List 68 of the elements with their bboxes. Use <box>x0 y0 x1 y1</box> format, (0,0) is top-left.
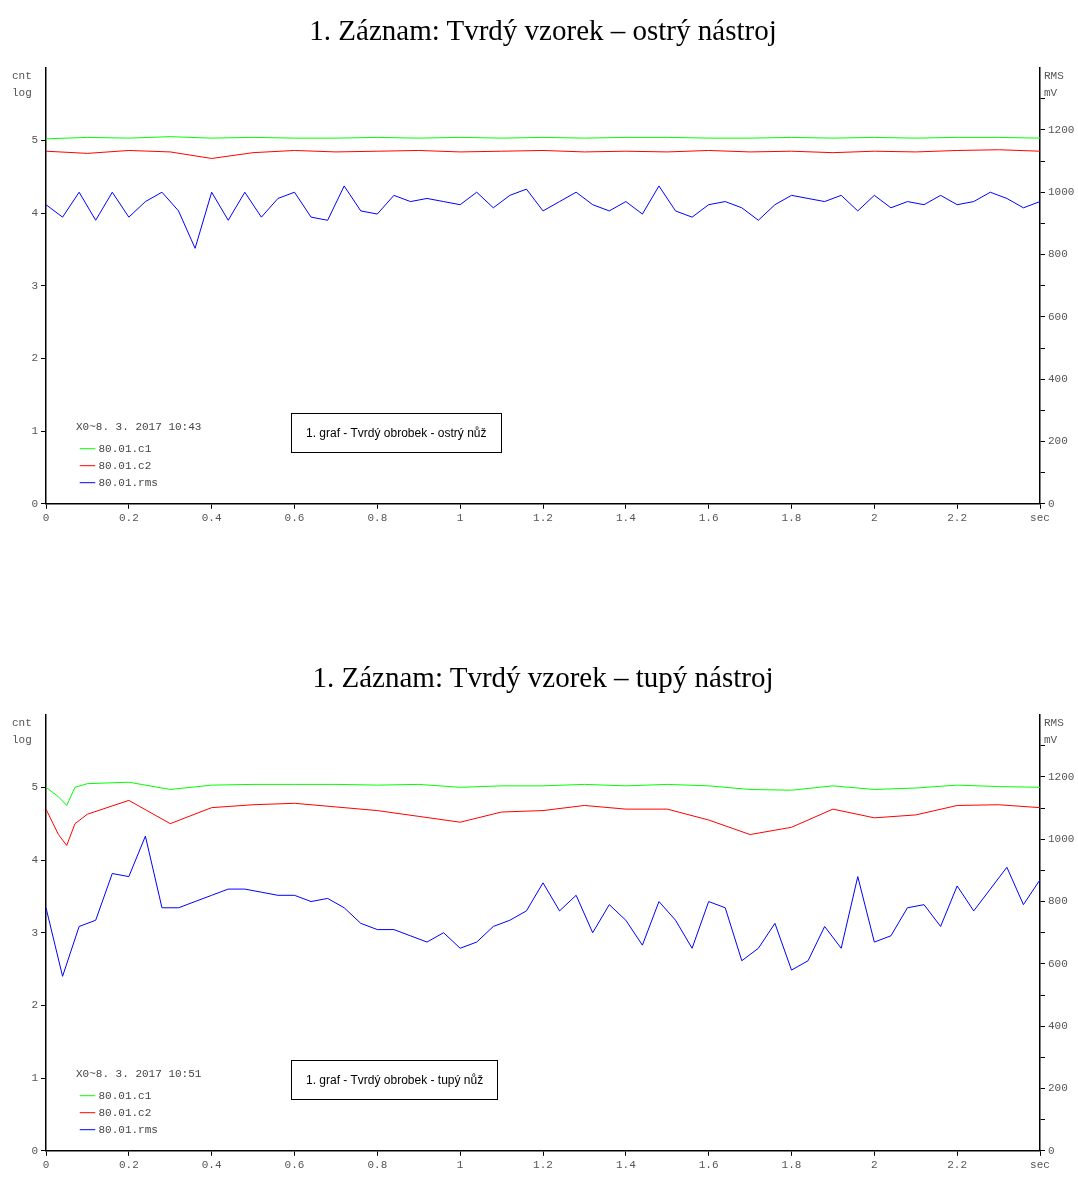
x-tick-label: 2 <box>871 1159 878 1172</box>
legend-title: X0~8. 3. 2017 10:43 <box>76 421 202 434</box>
y-axis-title: cnt log <box>12 716 33 748</box>
annotation: 1. graf - Tvrdý obrobek - ostrý nůž <box>291 413 502 453</box>
x-tick-label: sec <box>1030 1159 1050 1172</box>
y2-tick-label: 400 <box>1048 1020 1068 1033</box>
y2-tick-label: 400 <box>1048 373 1068 386</box>
y-tick-label: 2 <box>31 999 38 1012</box>
x-tick-label: 1.4 <box>615 512 637 525</box>
x-tick-label: 2.2 <box>947 512 968 525</box>
y2-axis-title: RMS mV <box>1044 69 1065 101</box>
x-tick-label: 1.6 <box>698 1159 719 1172</box>
x-tick-label: 1.6 <box>698 512 719 525</box>
annotation: 1. graf - Tvrdý obrobek - tupý nůž <box>291 1060 499 1100</box>
x-tick-label: 1 <box>456 512 464 525</box>
y-tick-label: 4 <box>31 206 39 219</box>
y2-tick-label: 200 <box>1048 435 1068 448</box>
y2-tick-label: 0 <box>1048 1144 1055 1157</box>
y-tick-label: 1 <box>31 1072 39 1085</box>
y-tick-label: 5 <box>31 134 38 147</box>
x-tick-label: 1.2 <box>533 512 553 525</box>
x-tick-label: 0 <box>42 1159 50 1172</box>
x-tick-label: 0.2 <box>118 1159 139 1172</box>
y2-tick-label: 1000 <box>1048 186 1075 199</box>
y-tick-label: 0 <box>31 1144 38 1157</box>
y2-tick-label: 800 <box>1048 895 1068 908</box>
y2-tick-label: 600 <box>1048 957 1068 970</box>
x-tick-label: 0.4 <box>201 512 222 525</box>
y2-tick-label: 600 <box>1048 310 1068 323</box>
x-tick-label: 0.6 <box>284 1159 305 1172</box>
legend-label: 80.01.c2 <box>98 459 152 472</box>
y2-tick-label: 1200 <box>1048 770 1075 783</box>
chart-title: 1. Záznam: Tvrdý vzorek – tupý nástroj <box>311 660 775 695</box>
x-tick-label: 0.2 <box>118 512 139 525</box>
x-tick-label: 1.8 <box>781 512 802 525</box>
chart-title: 1. Záznam: Tvrdý vzorek – ostrý nástroj <box>308 13 778 48</box>
y2-tick-label: 1200 <box>1048 123 1075 136</box>
legend-label: 80.01.c1 <box>98 1089 152 1102</box>
x-tick-label: 1 <box>456 1159 464 1172</box>
x-tick-label: 0.8 <box>367 512 388 525</box>
y2-tick-label: 200 <box>1048 1082 1068 1095</box>
x-tick-label: 1.4 <box>615 1159 637 1172</box>
legend-label: 80.01.c2 <box>98 1106 152 1119</box>
x-tick-label: 2 <box>871 512 878 525</box>
y-tick-label: 2 <box>31 352 38 365</box>
y-tick-label: 3 <box>31 279 38 292</box>
x-tick-label: 0.4 <box>201 1159 222 1172</box>
x-tick-label: 0.8 <box>367 1159 388 1172</box>
x-tick-label: 0.6 <box>284 512 305 525</box>
y-tick-label: 3 <box>31 926 38 939</box>
x-tick-label: 0 <box>42 512 50 525</box>
y-tick-label: 0 <box>31 497 38 510</box>
y2-tick-label: 0 <box>1048 497 1055 510</box>
y2-tick-label: 1000 <box>1048 833 1075 846</box>
x-tick-label: 2.2 <box>947 1159 968 1172</box>
y-tick-label: 1 <box>31 425 39 438</box>
legend-label: 80.01.rms <box>98 476 158 489</box>
x-tick-label: 1.8 <box>781 1159 802 1172</box>
legend-title: X0~8. 3. 2017 10:51 <box>76 1068 202 1081</box>
y2-tick-label: 800 <box>1048 248 1068 261</box>
legend-label: 80.01.rms <box>98 1123 158 1136</box>
y-tick-label: 5 <box>31 781 38 794</box>
x-tick-label: sec <box>1030 512 1050 525</box>
x-tick-label: 1.2 <box>533 1159 553 1172</box>
y-axis-title: cnt log <box>12 69 33 101</box>
y-tick-label: 4 <box>31 853 39 866</box>
y2-axis-title: RMS mV <box>1044 716 1065 748</box>
legend-label: 80.01.c1 <box>98 442 152 455</box>
